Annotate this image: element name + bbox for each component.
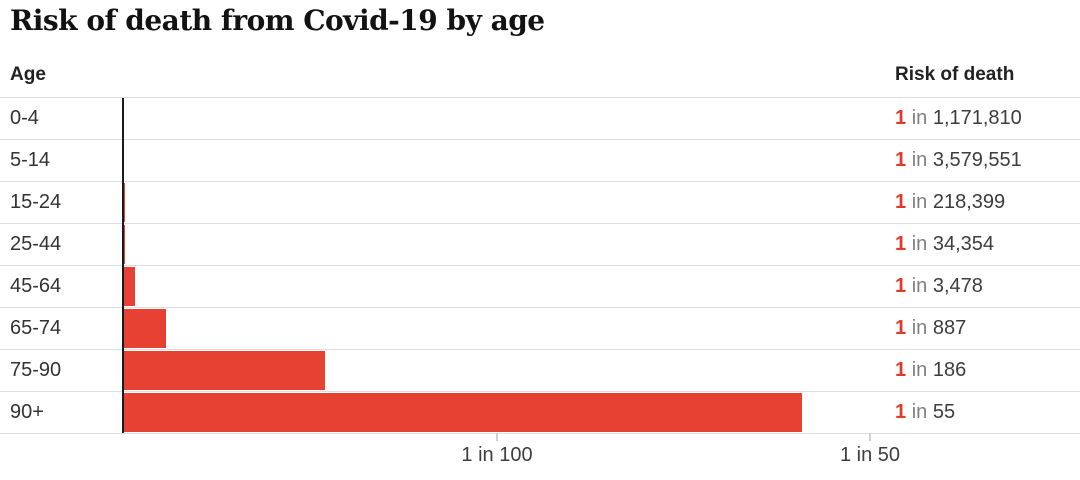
- risk-value: 1 in 1,171,810: [895, 98, 1022, 139]
- age-label: 15-24: [10, 191, 62, 213]
- risk-connector: in: [911, 191, 928, 213]
- risk-connector: in: [911, 317, 928, 339]
- risk-denominator: 1,171,810: [932, 107, 1022, 129]
- risk-value: 1 in 887: [895, 308, 966, 349]
- chart-row-90plus: 90+ 1 in 55: [0, 391, 1080, 433]
- age-label: 75-90: [10, 359, 62, 381]
- risk-column-header: Risk of death: [895, 64, 1015, 85]
- risk-bar: [124, 309, 167, 348]
- risk-denominator: 218,399: [932, 191, 1006, 213]
- chart-rows: 0-4 1 in 1,171,810 5-14 1 in 3,579,551 1…: [0, 97, 1080, 434]
- risk-value: 1 in 34,354: [895, 224, 994, 265]
- risk-connector: in: [911, 149, 928, 171]
- risk-connector: in: [911, 275, 928, 297]
- age-label: 65-74: [10, 317, 62, 339]
- risk-numerator: 1: [895, 275, 907, 297]
- risk-value: 1 in 55: [895, 392, 955, 433]
- risk-value: 1 in 3,478: [895, 266, 983, 307]
- risk-bar: [124, 267, 135, 306]
- chart-row-5-14: 5-14 1 in 3,579,551: [0, 139, 1080, 181]
- age-label: 45-64: [10, 275, 62, 297]
- risk-bar: [124, 351, 325, 390]
- age-column-header: Age: [10, 64, 46, 85]
- x-axis-label-1in100: 1 in 100: [461, 444, 533, 466]
- x-axis-tick-1in100: [496, 433, 498, 441]
- chart-row-0-4: 0-4 1 in 1,171,810: [0, 97, 1080, 139]
- risk-connector: in: [911, 107, 928, 129]
- risk-value: 1 in 3,579,551: [895, 140, 1022, 181]
- risk-bar: [124, 393, 803, 432]
- risk-denominator: 3,579,551: [932, 149, 1022, 171]
- risk-connector: in: [911, 233, 928, 255]
- chart-row-75-90: 75-90 1 in 186: [0, 349, 1080, 391]
- risk-value: 1 in 186: [895, 350, 966, 391]
- chart-title: Risk of death from Covid-19 by age: [10, 4, 545, 37]
- age-label: 0-4: [10, 107, 39, 129]
- risk-numerator: 1: [895, 401, 907, 423]
- risk-value: 1 in 218,399: [895, 182, 1005, 223]
- age-label: 25-44: [10, 233, 62, 255]
- risk-connector: in: [911, 359, 928, 381]
- risk-denominator: 186: [932, 359, 967, 381]
- age-label: 90+: [10, 401, 44, 423]
- chart-row-15-24: 15-24 1 in 218,399: [0, 181, 1080, 223]
- risk-denominator: 3,478: [932, 275, 983, 297]
- y-axis-line: [122, 98, 124, 433]
- age-label: 5-14: [10, 149, 51, 171]
- risk-numerator: 1: [895, 233, 907, 255]
- risk-numerator: 1: [895, 191, 907, 213]
- risk-numerator: 1: [895, 149, 907, 171]
- chart-row-65-74: 65-74 1 in 887: [0, 307, 1080, 349]
- risk-numerator: 1: [895, 107, 907, 129]
- x-axis-label-1in50: 1 in 50: [839, 444, 901, 466]
- risk-connector: in: [911, 401, 928, 423]
- risk-numerator: 1: [895, 317, 907, 339]
- risk-denominator: 887: [932, 317, 967, 339]
- chart-row-25-44: 25-44 1 in 34,354: [0, 223, 1080, 265]
- chart-row-45-64: 45-64 1 in 3,478: [0, 265, 1080, 307]
- x-axis-tick-1in50: [869, 433, 871, 441]
- risk-bar: [124, 225, 126, 264]
- risk-denominator: 55: [932, 401, 956, 423]
- risk-numerator: 1: [895, 359, 907, 381]
- risk-denominator: 34,354: [932, 233, 994, 255]
